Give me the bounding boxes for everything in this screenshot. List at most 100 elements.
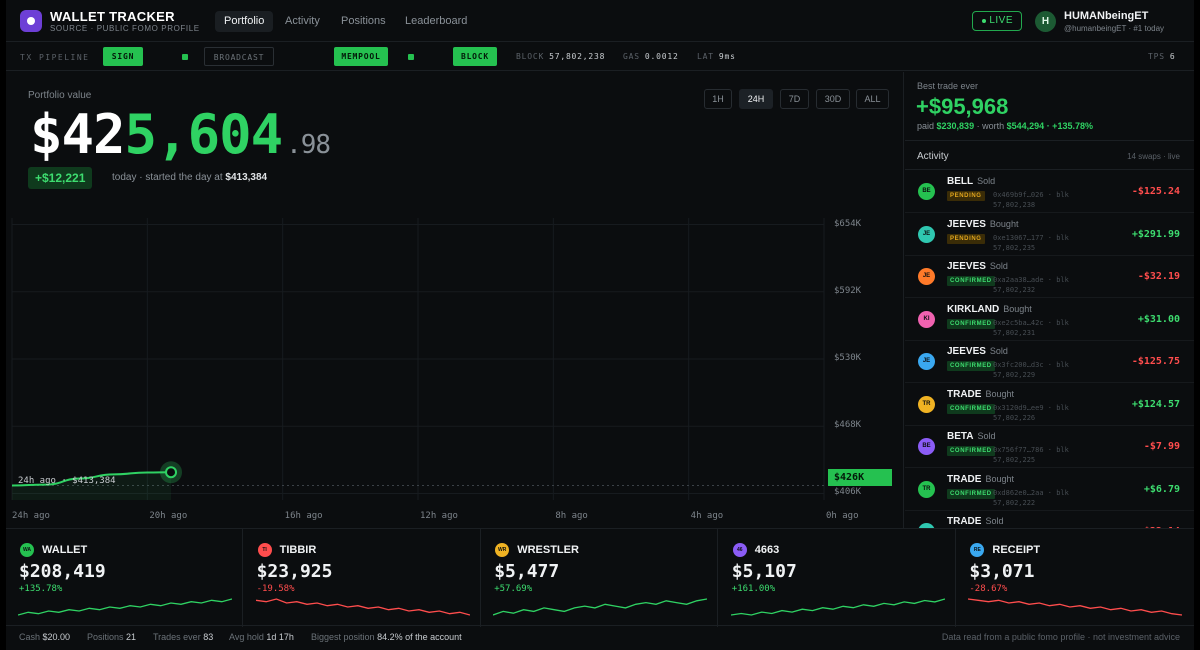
position-card[interactable]: 46 4663 $5,107 +161.00% xyxy=(719,529,956,627)
tx-status-badge: CONFIRMED xyxy=(947,276,995,286)
best-trade-details: paid $230,839 · worth $544,294 · +135.78… xyxy=(917,121,1093,131)
footer-positions: Positions 21 xyxy=(87,632,137,642)
range-24h[interactable]: 24H xyxy=(739,89,773,109)
trade-side: Sold xyxy=(985,516,1004,526)
activity-row[interactable]: JE JEEVES Bought PENDING 0xe13067…177 · blk … xyxy=(905,214,1194,256)
activity-row[interactable]: BE BETA Sold CONFIRMED 0x756f77…786 · blk 57… xyxy=(905,426,1194,468)
position-value: $5,107 xyxy=(731,561,797,582)
tx-status-badge: CONFIRMED xyxy=(947,446,995,456)
activity-row[interactable]: TR TRADE Bought CONFIRMED 0xd862e0…2aa · blk… xyxy=(905,469,1194,511)
y-tick-label: $592K xyxy=(834,285,862,296)
tab-leaderboard[interactable]: Leaderboard xyxy=(405,15,468,27)
best-trade-label: Best trade ever xyxy=(917,81,979,91)
activity-meta: 14 swaps · live xyxy=(1127,152,1180,161)
trade-amount: -$125.75 xyxy=(1131,356,1180,367)
activity-row[interactable]: JE JEEVES Sold CONFIRMED 0xa2aa38…ade · blk … xyxy=(905,256,1194,298)
x-tick-label: 0h ago xyxy=(826,511,859,521)
tx-hash[interactable]: 0x756f77…786 · blk 57,802,225 xyxy=(993,446,1069,464)
tx-hash[interactable]: 0x3fc200…d3c · blk 57,802,229 xyxy=(993,361,1069,379)
x-tick-label: 16h ago xyxy=(284,511,323,521)
range-7d[interactable]: 7D xyxy=(780,89,809,109)
position-card[interactable]: WA WALLET $208,419 +135.78% xyxy=(6,529,243,627)
tab-activity[interactable]: Activity xyxy=(285,15,320,27)
position-change: +135.78% xyxy=(19,584,63,594)
stage-sign: SIGN xyxy=(103,47,143,66)
sparkline xyxy=(968,598,1183,616)
activity-row[interactable]: TR TRADE Bought CONFIRMED 0x3120d9…ee9 · blk… xyxy=(905,384,1194,426)
activity-row[interactable]: KI KIRKLAND Bought CONFIRMED 0xe2c5ba…42c · … xyxy=(905,299,1194,341)
tab-portfolio[interactable]: Portfolio xyxy=(215,11,274,32)
y-tick-label: $654K xyxy=(834,218,862,229)
tx-hash[interactable]: 0x469b9f…026 · blk 57,802,238 xyxy=(993,191,1069,209)
trade-side: Bought xyxy=(985,473,1014,484)
position-card[interactable]: TI TIBBIR $23,925 -19.58% xyxy=(244,529,481,627)
token-name: JEEVES xyxy=(947,346,986,357)
trade-side: Sold xyxy=(989,346,1008,356)
tx-hash[interactable]: 0xa2aa38…ade · blk 57,802,232 xyxy=(993,276,1069,294)
wallet-tracker-app: WALLET TRACKER SOURCE · PUBLIC FOMO PROF… xyxy=(6,0,1194,650)
activity-title: Activity xyxy=(917,151,949,162)
tx-hash[interactable]: 0xe13067…177 · blk 57,802,235 xyxy=(993,233,1069,252)
y-tick-label: $406K xyxy=(834,487,862,498)
daily-change-badge: +$12,221 xyxy=(28,167,93,189)
stat-gas: GAS 0.0012 xyxy=(623,52,679,61)
activity-list[interactable]: BE BELL Sold PENDING 0x469b9f…026 · blk 57,8… xyxy=(905,171,1194,528)
top-header: WALLET TRACKER SOURCE · PUBLIC FOMO PROF… xyxy=(6,0,1194,42)
position-change: -19.58% xyxy=(256,584,295,594)
sparkline-path xyxy=(730,598,945,616)
token-icon: RE xyxy=(970,543,985,557)
token-icon: WR xyxy=(495,543,510,557)
user-name[interactable]: HUMANbeingET xyxy=(1064,10,1149,22)
token-icon: 46 xyxy=(732,543,747,557)
trade-amount: +$31.00 xyxy=(1137,313,1180,325)
current-price-tag: $426K xyxy=(828,469,892,486)
live-badge: LIVE xyxy=(972,11,1022,31)
tx-hash[interactable]: 0xe2c5ba…42c · blk 57,802,231 xyxy=(993,318,1069,337)
live-dot-icon xyxy=(982,19,986,23)
chart-grid xyxy=(11,218,825,500)
token-symbol: JEEVES Sold xyxy=(947,346,1008,357)
position-name: WALLET xyxy=(42,544,88,556)
token-avatar: TR xyxy=(918,523,935,528)
position-card[interactable]: RE RECEIPT $3,071 -28.67% xyxy=(956,529,1193,627)
portfolio-chart[interactable] xyxy=(6,218,904,528)
portfolio-value-label: Portfolio value xyxy=(28,90,92,101)
footer-cash: Cash $20.00 xyxy=(19,632,71,642)
trade-side: Sold xyxy=(977,176,996,186)
trade-side: Sold xyxy=(989,261,1008,271)
token-avatar: TR xyxy=(918,480,935,498)
x-tick-label: 20h ago xyxy=(149,511,188,521)
token-avatar: BE xyxy=(918,438,935,455)
activity-row[interactable]: JE JEEVES Sold CONFIRMED 0x3fc200…d3c · blk … xyxy=(905,341,1194,383)
current-point[interactable] xyxy=(165,466,178,479)
activity-row[interactable]: BE BELL Sold PENDING 0x469b9f…026 · blk 57,8… xyxy=(905,171,1194,213)
portfolio-value: $425,604.98 xyxy=(30,103,331,166)
trade-amount: -$32.19 xyxy=(1137,271,1180,282)
tx-hash[interactable]: 0xd862e0…2aa · blk 57,802,222 xyxy=(993,488,1069,507)
range-all[interactable]: ALL xyxy=(856,89,889,109)
tx-hash[interactable]: 0x3120d9…ee9 · blk 57,802,226 xyxy=(993,403,1069,422)
chart-area xyxy=(12,472,172,500)
token-name: JEEVES xyxy=(947,218,986,230)
user-avatar[interactable]: H xyxy=(1035,11,1056,32)
range-30d[interactable]: 30D xyxy=(816,89,850,109)
position-name: WRESTLER xyxy=(517,544,579,556)
y-tick-label: $530K xyxy=(834,353,862,363)
sparkline-path xyxy=(18,598,232,616)
activity-row[interactable]: TRTRADESoldCONFIRMED0x1c03a2…5f1 · blk 5… xyxy=(905,511,1194,528)
pipeline-label: TX PIPELINE xyxy=(20,53,90,62)
stage-broadcast: BROADCAST xyxy=(204,47,274,66)
positions-strip: WA WALLET $208,419 +135.78% TI TIBBIR $23,925 -… xyxy=(6,528,1194,627)
footer-trades: Trades ever 83 xyxy=(153,632,214,642)
position-card[interactable]: WR WRESTLER $5,477 +57.69% xyxy=(481,529,719,627)
tab-positions[interactable]: Positions xyxy=(341,15,386,27)
token-avatar: JE xyxy=(918,225,935,243)
range-1h[interactable]: 1H xyxy=(704,89,732,109)
position-value: $5,477 xyxy=(494,561,560,582)
sparkline xyxy=(255,598,470,616)
footer-biggest-position: Biggest position 84.2% of the account xyxy=(311,632,462,642)
position-name: RECEIPT xyxy=(992,544,1041,556)
trade-side: Sold xyxy=(977,431,996,441)
tx-pipeline-bar: TX PIPELINE SIGN BROADCAST MEMPOOL BLOCK… xyxy=(6,43,1194,71)
x-tick-label: 8h ago xyxy=(555,511,588,521)
